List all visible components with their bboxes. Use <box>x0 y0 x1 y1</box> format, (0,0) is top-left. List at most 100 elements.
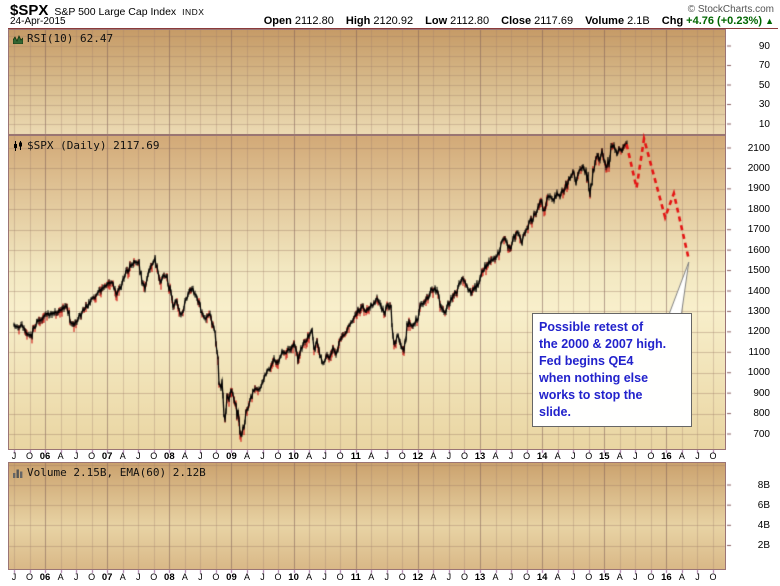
x-axis-label: 15 <box>598 572 610 583</box>
x-axis-label: 06 <box>39 572 51 583</box>
x-axis-label: J <box>260 572 265 582</box>
x-axis-label: J <box>260 451 265 461</box>
x-axis-label: 08 <box>164 572 175 583</box>
y-axis-label: 6B <box>757 499 770 511</box>
y-axis-label: 30 <box>758 99 770 110</box>
price-panel-label: $SPX (Daily) 2117.69 <box>13 139 159 152</box>
x-axis-label: A <box>492 451 499 461</box>
x-axis-label: O <box>709 451 717 461</box>
x-axis-label: 06 <box>39 451 51 462</box>
x-axis-label: 16 <box>661 572 672 583</box>
annotation-callout: Possible retest of the 2000 & 2007 high. F… <box>532 313 692 427</box>
x-axis-label: A <box>181 572 188 582</box>
y-axis-label: 1100 <box>748 346 770 358</box>
x-axis-label: J <box>633 451 638 461</box>
x-axis-label: J <box>570 451 576 461</box>
y-axis-label: 1300 <box>747 305 770 317</box>
y-axis-label: 1600 <box>747 244 770 256</box>
x-axis-label: A <box>306 572 313 582</box>
x-axis-label: 12 <box>412 572 424 583</box>
x-axis-label: J <box>11 572 17 582</box>
y-axis-label: 1200 <box>747 326 770 338</box>
x-axis-label: O <box>336 451 344 461</box>
x-axis-label: A <box>57 572 64 582</box>
x-axis-label: O <box>709 572 717 582</box>
x-axis-label: J <box>11 451 17 461</box>
x-axis-label: 13 <box>474 572 486 583</box>
rsi-panel-label: RSI(10) 62.47 <box>13 32 113 45</box>
volume-value: 2.1B <box>627 15 650 27</box>
y-axis-label: 1400 <box>747 285 770 297</box>
x-axis-label: J <box>384 451 390 461</box>
y-axis-label: 2B <box>757 540 770 551</box>
x-axis-label: O <box>585 451 593 461</box>
x-axis-label: J <box>633 572 638 582</box>
x-axis-label: 07 <box>101 451 113 462</box>
x-axis-label: A <box>368 572 375 582</box>
volume-label: Volume <box>585 15 625 27</box>
x-axis-label: 13 <box>474 451 486 462</box>
x-axis-label: 08 <box>164 451 175 462</box>
y-axis-label: 1900 <box>747 183 770 195</box>
volume-label-text: Volume 2.15B, EMA(60) 2.12B <box>27 466 206 479</box>
x-axis-label: A <box>368 451 375 461</box>
x-axis-label: O <box>274 572 282 582</box>
quote-row: Open 2112.80 High 2120.92 Low 2112.80 Close… <box>255 15 774 27</box>
bar-chart-icon <box>13 468 23 478</box>
x-axis-label: A <box>243 451 250 461</box>
x-axis-row-middle: J O 06 A J O 07 A J O 08 A J O 09 A J O 10 A J O 11 A J O 12 A J O 13 A… <box>8 451 726 462</box>
x-axis-label: O <box>398 572 406 582</box>
x-axis-label: J <box>508 572 514 582</box>
x-axis-label: A <box>181 451 188 461</box>
open-label: Open <box>263 15 292 27</box>
x-axis-label: O <box>523 451 531 461</box>
index-name: S&P 500 Large Cap Index <box>54 6 177 18</box>
x-axis-label: 07 <box>101 572 113 583</box>
x-axis-label: 15 <box>598 451 610 462</box>
high-value: 2120.92 <box>373 15 414 27</box>
x-axis-label: A <box>616 451 623 461</box>
y-axis-label: 2100 <box>747 142 770 154</box>
header-divider <box>8 28 778 29</box>
y-axis-label: 800 <box>753 408 770 420</box>
x-axis-row-bottom: J O 06 A J O 07 A J O 08 A J O 09 A J O 10 A J O 11 A J O 12 A J O 13 A… <box>8 572 726 584</box>
exchange-label: INDX <box>182 7 205 17</box>
x-axis-label: A <box>554 572 561 582</box>
low-value: 2112.80 <box>450 15 490 27</box>
chart-date: 24-Apr-2015 <box>10 16 66 27</box>
x-axis-label: O <box>88 451 96 461</box>
x-axis-label: 11 <box>350 572 361 583</box>
x-axis-label: 10 <box>288 572 299 583</box>
x-axis-label: A <box>554 451 561 461</box>
x-axis-label: 12 <box>412 451 424 462</box>
y-axis-label: 90 <box>758 40 770 52</box>
low-label: Low <box>425 15 448 27</box>
x-axis-label: J <box>322 572 327 582</box>
x-axis-label: J <box>695 572 700 582</box>
x-axis-label: O <box>460 572 468 582</box>
candlestick-icon <box>13 140 23 151</box>
x-axis-label: J <box>446 451 452 461</box>
x-axis-label: O <box>26 451 34 461</box>
x-axis-label: O <box>274 451 282 461</box>
x-axis-label: A <box>430 572 437 582</box>
x-axis-label: O <box>523 572 531 582</box>
x-axis-label: A <box>430 451 437 461</box>
chg-label: Chg <box>661 15 684 27</box>
price-label-text: $SPX (Daily) 2117.69 <box>27 139 160 152</box>
x-axis-label: 16 <box>661 451 672 462</box>
close-label: Close <box>501 15 532 27</box>
x-axis-label: J <box>136 451 141 461</box>
x-axis-label: O <box>647 451 655 461</box>
y-axis-label: 1800 <box>747 203 770 215</box>
y-axis-gutter: 2100 2000 1900 1800 1700 1600 1500 1400 1300 1200… <box>726 0 778 586</box>
y-axis-label: 50 <box>758 79 770 91</box>
rsi-label-text: RSI(10) 62.47 <box>27 32 114 45</box>
y-axis-label: 8B <box>757 479 770 491</box>
x-axis-label: O <box>460 451 468 461</box>
x-axis-label: 11 <box>350 451 361 462</box>
x-axis-label: A <box>243 572 250 582</box>
x-axis-label: A <box>119 572 126 582</box>
x-axis-label: A <box>119 451 126 461</box>
